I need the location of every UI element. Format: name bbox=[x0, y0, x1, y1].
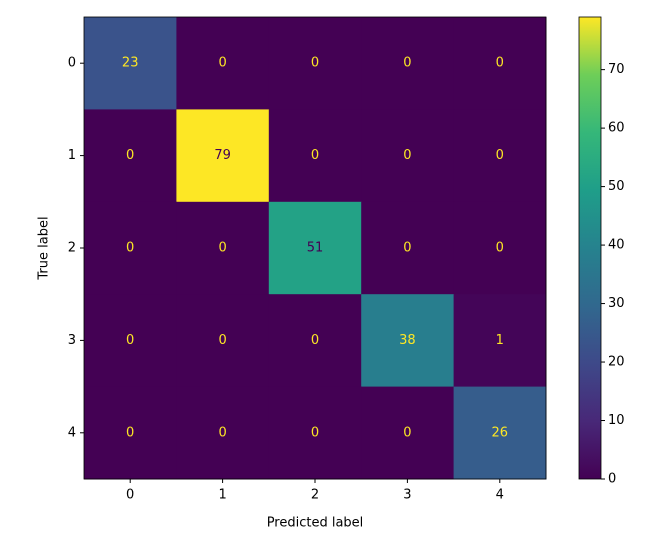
heatmap-cell bbox=[176, 386, 270, 480]
heatmap-cell bbox=[361, 386, 455, 480]
heatmap-cell bbox=[176, 109, 270, 203]
cell-value: 0 bbox=[496, 56, 504, 71]
colorbar-tick-label: 20 bbox=[608, 355, 625, 370]
cell-value: 0 bbox=[218, 241, 226, 256]
cell-value: 51 bbox=[307, 241, 324, 256]
y-axis-label: True label bbox=[37, 216, 52, 280]
colorbar-tick-label: 40 bbox=[608, 238, 625, 253]
heatmap-cell bbox=[361, 109, 455, 203]
colorbar-tick-label: 70 bbox=[608, 62, 625, 77]
cell-value: 0 bbox=[403, 56, 411, 71]
heatmap-cell bbox=[176, 294, 270, 388]
cell-value: 0 bbox=[496, 241, 504, 256]
cell-value: 0 bbox=[126, 425, 134, 440]
heatmap-cell bbox=[361, 201, 455, 295]
cell-value: 0 bbox=[311, 333, 319, 348]
x-tick-label: 4 bbox=[496, 488, 504, 503]
heatmap-cell bbox=[268, 109, 362, 203]
colorbar-tick-label: 60 bbox=[608, 121, 625, 136]
cell-value: 23 bbox=[122, 56, 139, 71]
y-tick-label: 1 bbox=[68, 148, 76, 163]
cell-value: 0 bbox=[218, 56, 226, 71]
cell-value: 0 bbox=[311, 425, 319, 440]
y-tick-label: 3 bbox=[68, 333, 76, 348]
x-tick-label: 3 bbox=[403, 488, 411, 503]
heatmap-cell bbox=[84, 386, 177, 480]
heatmap-cell bbox=[453, 386, 547, 480]
heatmap-cell bbox=[453, 201, 547, 295]
y-tick-label: 2 bbox=[68, 241, 76, 256]
heatmap-cell bbox=[84, 17, 177, 110]
heatmap-cell bbox=[268, 201, 362, 295]
heatmap-cell bbox=[453, 17, 547, 110]
cell-value: 0 bbox=[218, 425, 226, 440]
cell-value: 0 bbox=[403, 241, 411, 256]
heatmap-cell bbox=[268, 17, 362, 110]
heatmap-cell bbox=[176, 17, 270, 110]
heatmap-cell bbox=[176, 201, 270, 295]
heatmap-cell bbox=[361, 17, 455, 110]
heatmap-cell bbox=[84, 294, 177, 388]
cell-value: 0 bbox=[218, 333, 226, 348]
heatmap-cell bbox=[268, 294, 362, 388]
x-tick-label: 1 bbox=[218, 488, 226, 503]
cell-value: 0 bbox=[126, 241, 134, 256]
cell-value: 0 bbox=[403, 425, 411, 440]
cell-value: 38 bbox=[399, 333, 416, 348]
cell-value: 0 bbox=[496, 148, 504, 163]
colorbar-tick-label: 0 bbox=[608, 472, 616, 487]
heatmap-cell bbox=[453, 294, 547, 388]
cell-value: 26 bbox=[492, 425, 509, 440]
cell-value: 0 bbox=[126, 333, 134, 348]
y-tick-label: 4 bbox=[68, 425, 76, 440]
colorbar bbox=[578, 16, 602, 480]
heatmap-cell bbox=[453, 109, 547, 203]
heatmap-cell bbox=[268, 386, 362, 480]
cell-value: 0 bbox=[311, 148, 319, 163]
heatmap-cell bbox=[361, 294, 455, 388]
x-tick-label: 0 bbox=[126, 488, 134, 503]
cell-value: 1 bbox=[496, 333, 504, 348]
y-tick-label: 0 bbox=[68, 56, 76, 71]
x-axis-label: Predicted label bbox=[267, 516, 364, 531]
cell-value: 79 bbox=[214, 148, 231, 163]
colorbar-tick-label: 50 bbox=[608, 179, 625, 194]
heatmap-cell bbox=[84, 109, 177, 203]
colorbar-tick-label: 30 bbox=[608, 296, 625, 311]
cell-value: 0 bbox=[403, 148, 411, 163]
heatmap-cell bbox=[84, 201, 177, 295]
cell-value: 0 bbox=[126, 148, 134, 163]
cell-value: 0 bbox=[311, 56, 319, 71]
x-tick-label: 2 bbox=[311, 488, 319, 503]
colorbar-tick-label: 10 bbox=[608, 413, 625, 428]
